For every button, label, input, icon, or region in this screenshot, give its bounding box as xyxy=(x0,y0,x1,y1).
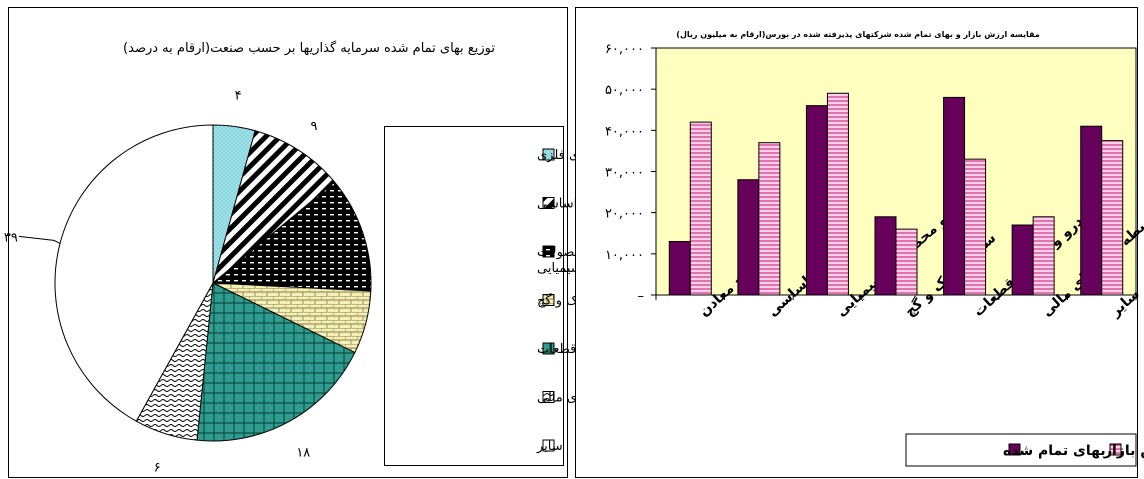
pie-leader-line xyxy=(18,235,61,244)
pie-slice-5 xyxy=(196,282,356,442)
pie-slice-3 xyxy=(211,181,372,292)
pie-slice-label-1: ۴ xyxy=(235,89,242,104)
pie-slice-2 xyxy=(212,130,336,285)
bar-cost-2 xyxy=(737,179,760,296)
pie-legend-swatch-5 xyxy=(542,342,555,355)
y-tick-label: ۴۰,۰۰۰ xyxy=(605,124,644,139)
pie-legend-swatch-7 xyxy=(542,439,555,452)
pie-chart: توزیع بهای تمام شده سرمایه گذاریها بر حس… xyxy=(4,40,495,476)
y-tick-label: ۳۰,۰۰۰ xyxy=(605,166,644,181)
bar-chart-title: مقایسه ارزش بازار و بهای تمام شده شرکتها… xyxy=(676,30,1039,40)
bar-legend-label-market: ارزش بازار xyxy=(1103,443,1144,459)
bar-market-3 xyxy=(826,92,849,296)
pie-chart-title: توزیع بهای تمام شده سرمایه گذاریها بر حس… xyxy=(123,40,495,56)
y-tick-label: – xyxy=(638,289,645,304)
pie-slice-label-2: ۹ xyxy=(311,119,318,134)
bar-cost-1 xyxy=(668,240,691,296)
y-tick-label: ۲۰,۰۰۰ xyxy=(605,207,644,222)
bar-legend-swatch-market xyxy=(1109,443,1122,456)
bar-legend-label-cost: بهای تمام شده xyxy=(1003,443,1106,459)
bar-market-2 xyxy=(758,142,781,296)
pie-legend: استخراج کانه های فلزیفلزات اساسیساخت موا… xyxy=(384,126,667,466)
pie-legend-swatch-6 xyxy=(542,391,555,403)
bar-chart-panel: مقایسه ارزش بازار و بهای تمام شده شرکتها… xyxy=(575,7,1144,478)
pie-legend-swatch-4 xyxy=(542,294,555,306)
pie-slice-label-7: ۳۹ xyxy=(4,230,18,245)
bar-cost-5 xyxy=(943,96,966,296)
bar-market-6 xyxy=(1032,216,1055,296)
bar-market-1 xyxy=(689,121,712,296)
bar-cost-4 xyxy=(874,216,897,296)
y-tick-label: ۵۰,۰۰۰ xyxy=(605,83,644,98)
bar-cost-6 xyxy=(1011,224,1034,296)
pie-slice-7 xyxy=(54,124,214,422)
bar-legend-swatch-cost xyxy=(1008,443,1021,456)
pie-legend-swatch-1 xyxy=(542,148,555,161)
pie-slice-label-6: ۶ xyxy=(154,461,161,476)
bar-market-4 xyxy=(895,228,918,296)
pie-legend-label-7: سایر xyxy=(536,439,563,454)
pie-legend-swatch-3 xyxy=(542,245,555,258)
y-tick-label: ۱۰,۰۰۰ xyxy=(605,248,644,263)
pie-chart-panel: توزیع بهای تمام شده سرمایه گذاریها بر حس… xyxy=(4,7,667,478)
bar-market-7 xyxy=(1101,140,1124,296)
bar-cost-3 xyxy=(805,105,828,296)
pie-slice-label-5: ۱۸ xyxy=(296,446,310,461)
pie-legend-swatch-2 xyxy=(542,197,555,209)
bar-market-5 xyxy=(964,158,987,296)
y-tick-label: ۶۰,۰۰۰ xyxy=(605,42,644,57)
bar-cost-7 xyxy=(1080,125,1103,296)
bar-chart: مقایسه ارزش بازار و بهای تمام شده شرکتها… xyxy=(605,30,1144,467)
